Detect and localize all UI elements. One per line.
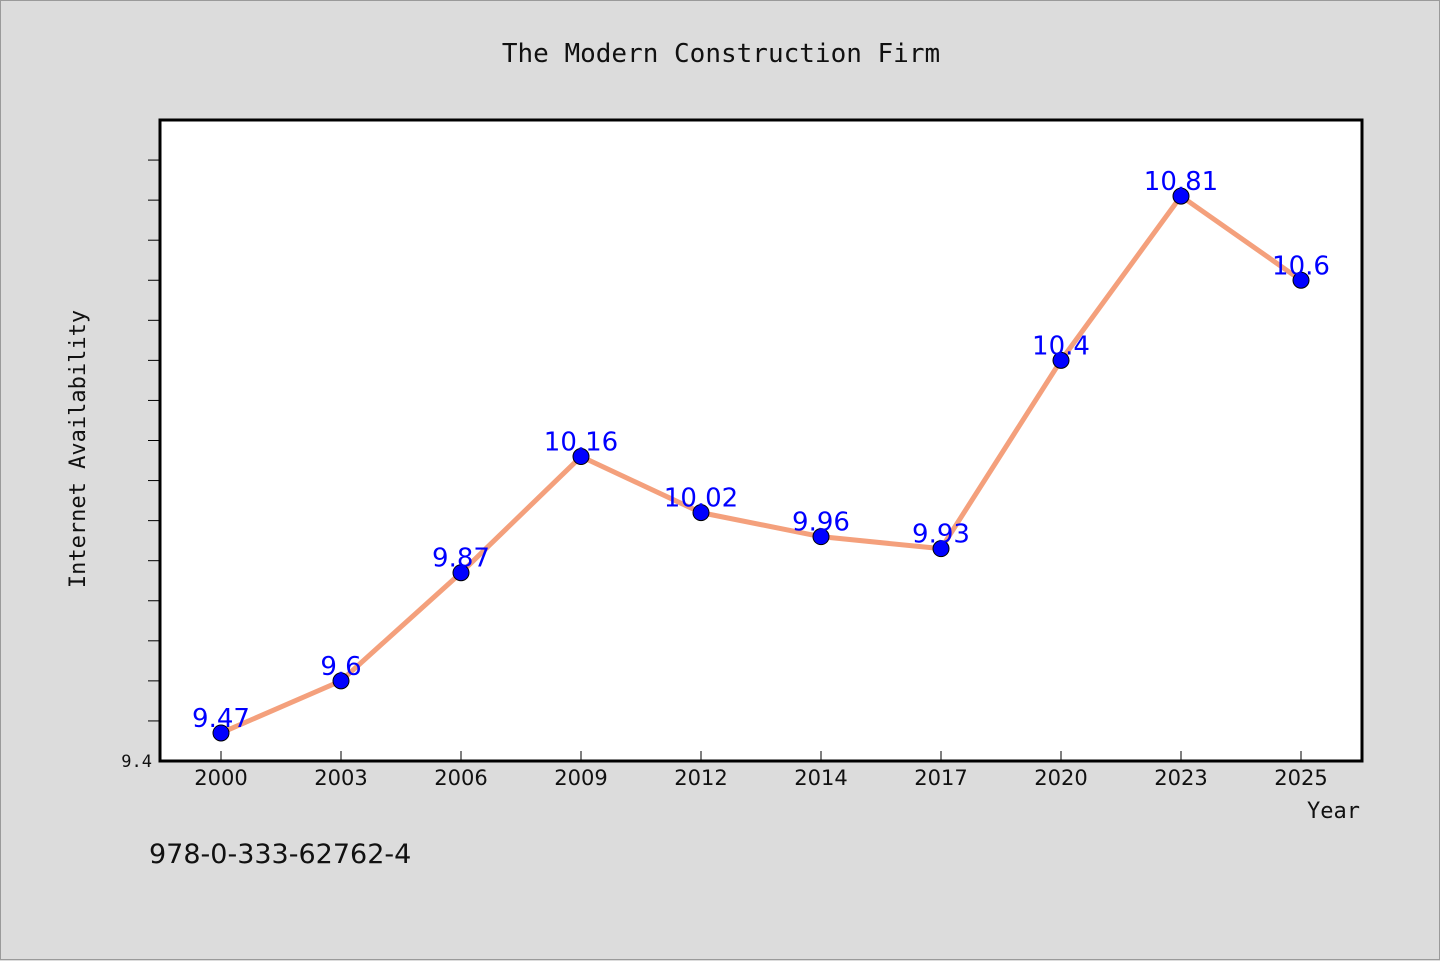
data-point-2006: [452, 564, 470, 582]
data-point-2017: [932, 540, 950, 558]
data-label-2003: 9.6: [320, 652, 361, 682]
x-tick-label-2003: 2003: [314, 766, 367, 790]
data-label-2020: 10.4: [1032, 331, 1090, 361]
data-point-2009: [572, 448, 590, 466]
series-line: [218, 193, 1304, 736]
x-tick-label-2014: 2014: [794, 766, 847, 790]
data-labels: 9.47 9.6 9.87 10.16 10.02 9.96 9.93 10.4 10.81 10…: [192, 167, 1330, 734]
y-axis-ticks: 9.4: [121, 159, 160, 772]
data-label-2023: 10.81: [1144, 167, 1218, 197]
x-tick-label-2023: 2023: [1154, 766, 1207, 790]
data-point-2003: [332, 672, 350, 690]
plot-area: [158, 118, 1364, 763]
x-tick-label-2017: 2017: [914, 766, 967, 790]
data-point-2023: [1172, 187, 1190, 205]
x-tick-label-2012: 2012: [674, 766, 727, 790]
y-axis-label: Internet Availability: [66, 310, 91, 588]
x-axis-ticks: 2000 2003 2006 2009 2012 2014 2017 2020 2023 2025: [194, 751, 1328, 790]
data-label-2006: 9.87: [432, 544, 490, 574]
data-label-2000: 9.47: [192, 704, 250, 734]
y-tick-label: 9.4: [121, 752, 152, 772]
x-tick-label-2000: 2000: [194, 766, 247, 790]
x-tick-label-2006: 2006: [434, 766, 487, 790]
x-axis-label: Year: [1307, 799, 1360, 824]
data-label-2014: 9.96: [792, 508, 850, 538]
data-label-2025: 10.6: [1272, 251, 1330, 281]
data-point-2025: [1292, 271, 1310, 289]
data-markers: [212, 187, 1310, 742]
x-tick-label-2020: 2020: [1034, 766, 1087, 790]
data-point-2012: [692, 504, 710, 522]
data-label-2017: 9.93: [912, 520, 970, 550]
x-tick-label-2025: 2025: [1274, 766, 1327, 790]
chart-title: The Modern Construction Firm: [502, 39, 940, 69]
data-point-2000: [212, 724, 230, 742]
data-label-2012: 10.02: [664, 484, 738, 514]
data-point-2020: [1052, 351, 1070, 369]
data-point-2014: [812, 528, 830, 546]
data-label-2009: 10.16: [544, 428, 618, 458]
footnote-isbn: 978-0-333-62762-4: [149, 839, 411, 870]
x-tick-label-2009: 2009: [554, 766, 607, 790]
